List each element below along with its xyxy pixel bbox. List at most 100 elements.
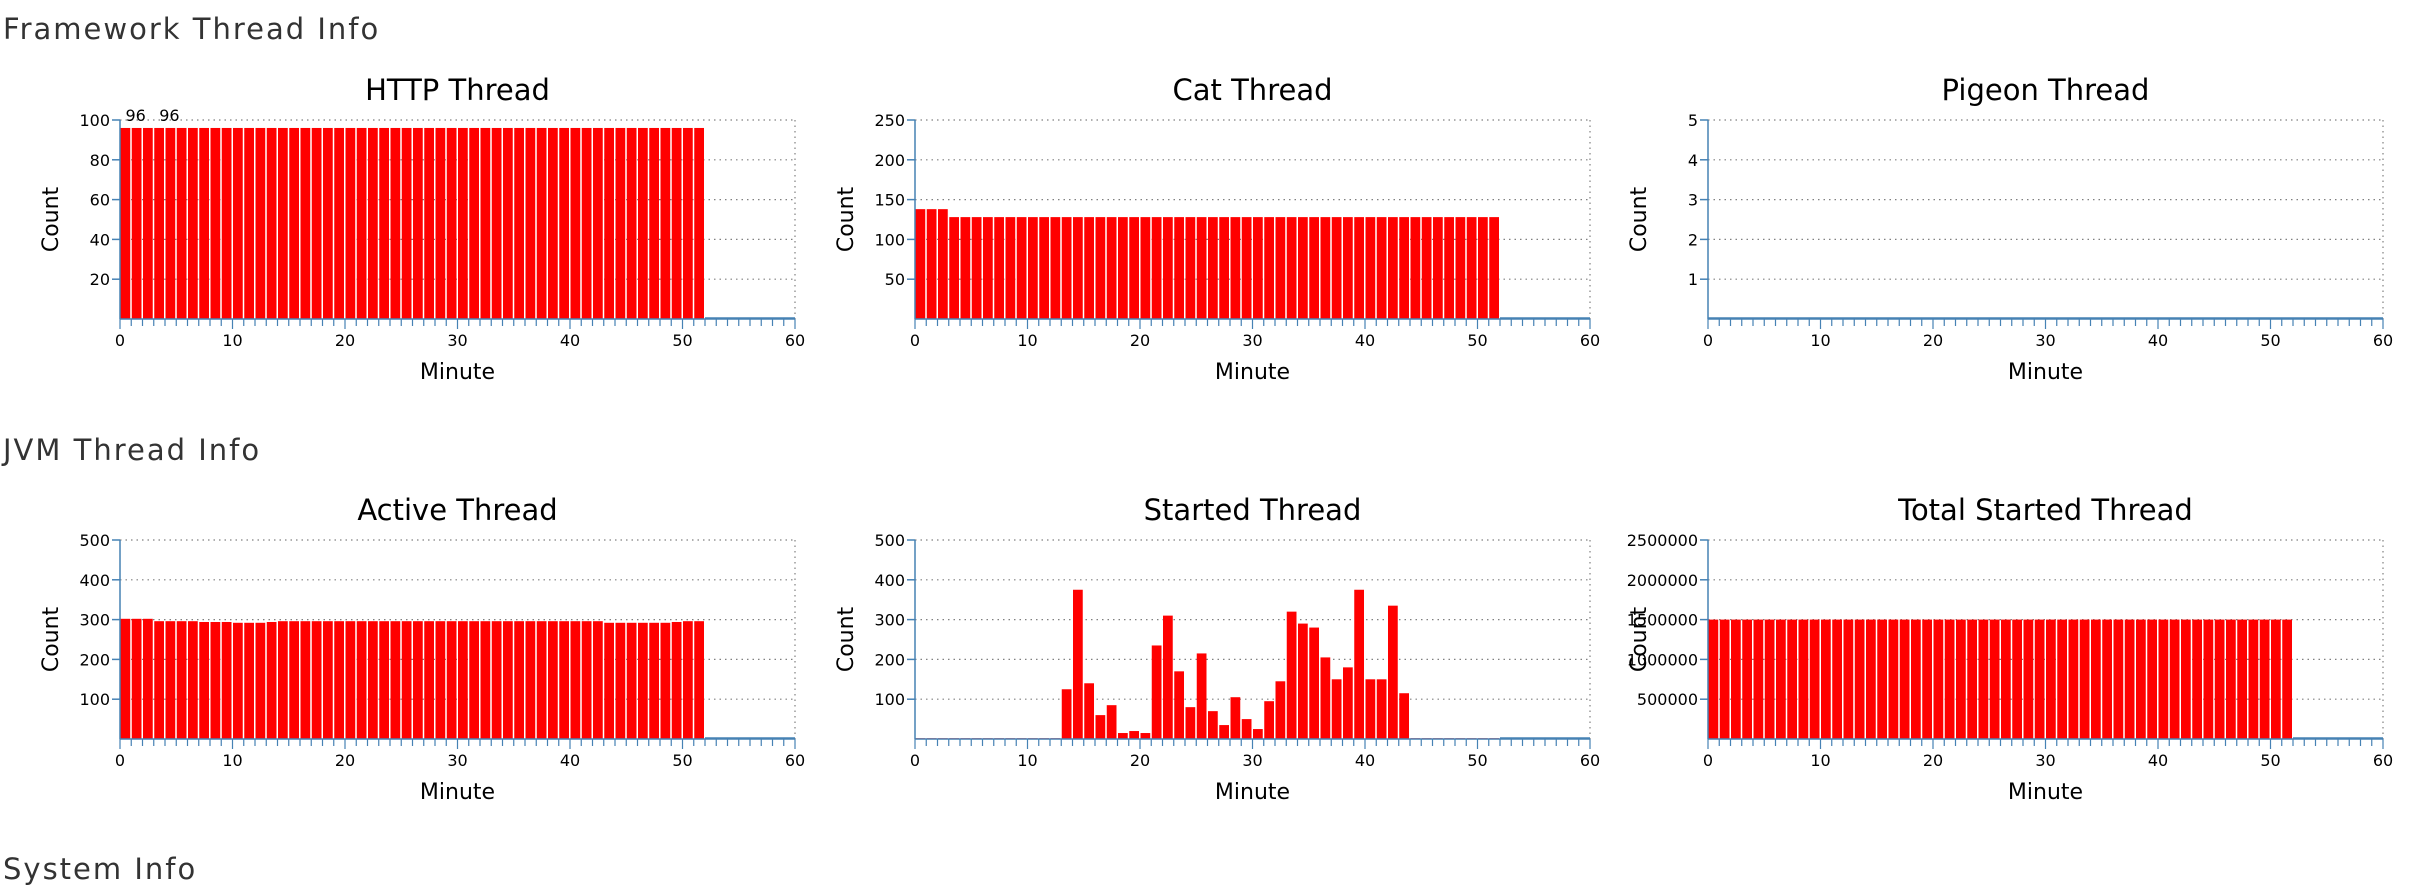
bar — [255, 127, 266, 320]
bar — [1151, 217, 1162, 319]
bar — [199, 127, 209, 320]
data-label: 96 — [159, 106, 179, 125]
bar — [1365, 217, 1376, 319]
bar — [1399, 693, 1409, 739]
y-axis-label: Count — [39, 606, 64, 672]
bar — [2012, 619, 2022, 739]
bar — [503, 127, 513, 320]
bar — [1399, 217, 1409, 319]
bar — [570, 621, 581, 739]
chart-cat-thread: Cat Thread 50 100 150 200 250 0 10 20 30 40 50 60 Min… — [825, 70, 1615, 430]
x-tick-label: 60 — [785, 751, 805, 770]
y-tick-label: 250 — [874, 111, 905, 130]
y-tick-label: 40 — [90, 230, 110, 249]
bar — [2259, 619, 2270, 739]
bar — [570, 127, 581, 320]
x-tick-label: 20 — [1923, 751, 1943, 770]
bar — [154, 621, 164, 739]
bar — [1174, 217, 1184, 319]
bar — [2124, 619, 2135, 739]
y-tick-label: 400 — [874, 571, 905, 590]
bar — [1888, 619, 1899, 739]
bar — [120, 127, 131, 320]
bar — [1106, 705, 1117, 739]
bar — [1455, 217, 1466, 319]
x-tick-label: 10 — [222, 331, 242, 350]
bar — [1253, 217, 1263, 319]
bar — [1208, 217, 1218, 319]
data-label: 96 — [125, 106, 145, 125]
bar — [2214, 619, 2225, 739]
bar — [300, 621, 311, 739]
y-axis-label: Count — [834, 186, 859, 252]
bar — [2282, 619, 2292, 739]
bar — [660, 127, 671, 320]
x-axis-label: Minute — [420, 780, 495, 805]
bar — [604, 127, 614, 320]
bar — [1320, 217, 1331, 319]
bar — [2136, 619, 2146, 739]
bar — [356, 127, 367, 320]
bar — [559, 127, 569, 320]
bar — [446, 621, 457, 739]
bar — [233, 127, 243, 320]
bar — [266, 621, 277, 739]
bar — [424, 621, 434, 739]
bar — [1005, 217, 1016, 319]
x-tick-label: 50 — [1467, 331, 1487, 350]
bar — [2237, 619, 2247, 739]
chart-active-thread: Active Thread 100 200 300 400 500 0 10 20 30 40 50 6… — [30, 490, 820, 850]
x-tick-label: 60 — [1580, 751, 1600, 770]
bar — [368, 127, 378, 320]
bar — [1163, 615, 1173, 739]
bar — [1731, 619, 1741, 739]
bar — [2102, 619, 2112, 739]
x-axis-label: Minute — [1215, 780, 1290, 805]
bar — [949, 217, 959, 319]
bar — [491, 621, 502, 739]
bar — [1298, 623, 1308, 739]
bar — [671, 127, 682, 320]
x-tick-label: 0 — [1703, 331, 1713, 350]
y-tick-label: 100 — [874, 690, 905, 709]
bar — [694, 621, 704, 739]
bar — [2192, 619, 2202, 739]
bar — [649, 622, 659, 739]
bar — [1832, 619, 1842, 739]
bar — [1911, 619, 1921, 739]
x-tick-label: 20 — [1130, 751, 1150, 770]
bar — [1039, 217, 1049, 319]
x-tick-label: 10 — [1017, 751, 1037, 770]
bar — [458, 127, 468, 320]
bar — [1376, 679, 1387, 739]
bar — [1331, 217, 1342, 319]
y-tick-label: 2 — [1688, 230, 1698, 249]
bar — [143, 127, 153, 320]
bar — [244, 622, 254, 739]
y-tick-label: 20 — [90, 270, 110, 289]
bar — [131, 618, 142, 739]
bar — [1933, 619, 1944, 739]
bar — [1922, 619, 1932, 739]
y-tick-label: 100 — [874, 230, 905, 249]
chart-started-thread: Started Thread 100 200 300 400 500 0 10 20 30 40 50… — [825, 490, 1615, 850]
bar — [1118, 217, 1128, 319]
bar — [278, 127, 288, 320]
bar — [1219, 725, 1229, 739]
bar — [1376, 217, 1387, 319]
bar — [1444, 217, 1454, 319]
bar — [2079, 619, 2090, 739]
bar — [514, 621, 524, 739]
bar — [1253, 729, 1263, 739]
x-tick-label: 0 — [910, 751, 920, 770]
bar — [1309, 627, 1319, 739]
bar — [1354, 589, 1364, 739]
bar — [581, 621, 592, 739]
y-tick-label: 200 — [874, 151, 905, 170]
bar — [2248, 619, 2259, 739]
bar — [2271, 619, 2281, 739]
y-tick-label: 2500000 — [1627, 531, 1698, 550]
chart-title: Cat Thread — [1172, 73, 1332, 107]
x-tick-label: 40 — [1355, 751, 1375, 770]
